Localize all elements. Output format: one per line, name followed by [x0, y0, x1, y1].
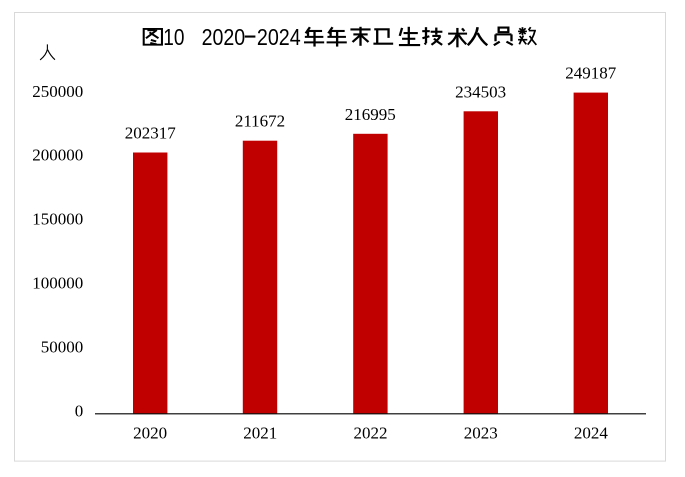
svg-text:2024: 2024 — [574, 424, 609, 443]
svg-text:100000: 100000 — [32, 274, 83, 293]
svg-text:50000: 50000 — [41, 337, 84, 356]
svg-text:2022: 2022 — [354, 424, 388, 443]
svg-text:2021: 2021 — [243, 424, 277, 443]
svg-text:2020: 2020 — [133, 424, 167, 443]
svg-text:150000: 150000 — [32, 210, 83, 229]
svg-text:211672: 211672 — [235, 112, 285, 131]
svg-text:0: 0 — [75, 401, 84, 420]
svg-text:2024: 2024 — [257, 24, 301, 50]
svg-text:200000: 200000 — [32, 146, 83, 165]
svg-text:250000: 250000 — [32, 82, 83, 101]
svg-text:234503: 234503 — [455, 82, 506, 101]
svg-text:216995: 216995 — [345, 105, 396, 124]
svg-text:2020: 2020 — [202, 24, 246, 50]
svg-text:2023: 2023 — [464, 424, 498, 443]
svg-text:249187: 249187 — [565, 64, 617, 83]
svg-text:10: 10 — [163, 24, 184, 50]
svg-text:202317: 202317 — [125, 124, 177, 143]
